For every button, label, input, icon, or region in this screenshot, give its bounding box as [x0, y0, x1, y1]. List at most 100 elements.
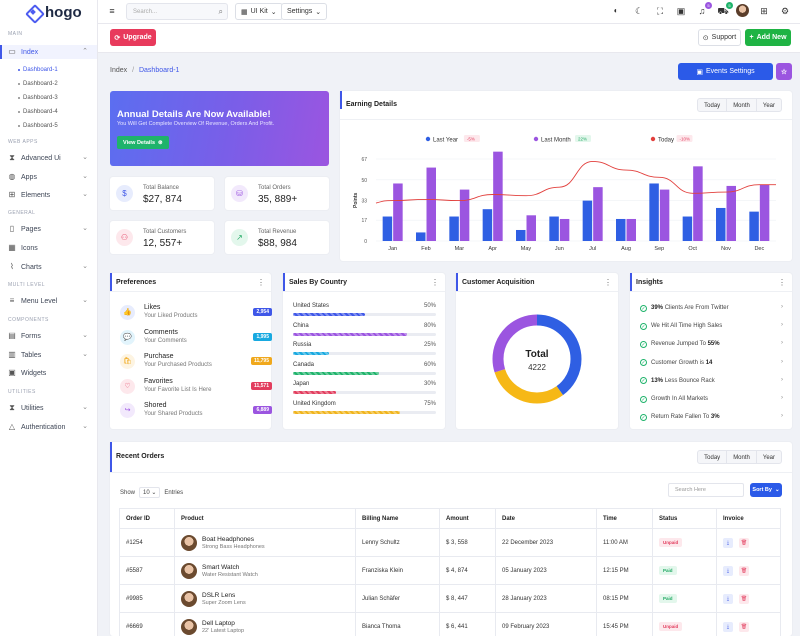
- trash-icon[interactable]: 🗑: [739, 593, 749, 604]
- hamburger-icon[interactable]: ≡: [109, 6, 115, 16]
- insight-item[interactable]: ✓ Customer Growth is 14 ›: [640, 356, 783, 370]
- fullscreen-icon[interactable]: ⛶: [656, 6, 664, 16]
- country-row: United Kingdom 75%: [293, 401, 436, 425]
- sidebar-sub-dashboard-3[interactable]: Dashboard-3: [18, 95, 58, 101]
- sidebar-item-tables[interactable]: ▥ Tables ⌄: [0, 348, 97, 362]
- events-settings-button[interactable]: ▣ Events Settings: [678, 63, 773, 80]
- more-icon[interactable]: ⋮: [604, 278, 612, 287]
- range-today[interactable]: Today: [698, 451, 728, 463]
- sidebar-item-pages[interactable]: ▯ Pages ⌄: [0, 222, 97, 236]
- star-button[interactable]: ☆: [776, 63, 792, 80]
- product-text: Boat Headphones Strong Bass Headphones: [202, 536, 265, 550]
- country-name: Japan: [293, 381, 310, 387]
- sidebar-item-icons[interactable]: ▦ Icons: [0, 241, 97, 255]
- logo[interactable]: hogo: [0, 0, 97, 24]
- table-row[interactable]: #1254 Boat Headphones Strong Bass Headphon…: [119, 528, 781, 557]
- status-badge: Unpaid: [659, 538, 683, 547]
- sidebar-item-charts[interactable]: ⌇ Charts ⌄: [0, 260, 97, 274]
- sidebar-sub-dashboard-4[interactable]: Dashboard-4: [18, 109, 58, 115]
- avatar[interactable]: [736, 4, 749, 17]
- preference-item[interactable]: 💬 Comments Your Comments 1,995: [120, 328, 272, 350]
- bar-last-month: [726, 185, 736, 241]
- insight-item[interactable]: ✓ Growth In All Markets ›: [640, 392, 783, 406]
- range-today[interactable]: Today: [698, 99, 728, 111]
- sidebar-item-index[interactable]: ▭ Index ⌃: [0, 45, 97, 59]
- product-subtitle: Super Zoom Lens: [202, 599, 246, 606]
- flag-icon[interactable]: ◐: [613, 6, 619, 15]
- sidebar-item-apps[interactable]: ◍ Apps ⌄: [0, 170, 97, 184]
- sidebar-sub-dashboard-5[interactable]: Dashboard-5: [18, 123, 58, 129]
- check-circle-icon: ✓: [640, 359, 647, 367]
- cart-icon[interactable]: ⛟ 5: [717, 2, 733, 17]
- uikit-label: UI Kit: [250, 8, 268, 15]
- range-year[interactable]: Year: [762, 455, 775, 461]
- y-tick-label: 33: [361, 199, 367, 205]
- insight-item[interactable]: ✓ 39% Clients Are From Twitter ›: [640, 301, 783, 315]
- preference-title: Purchase: [144, 353, 174, 360]
- insight-text: Customer Growth is 14: [651, 360, 712, 366]
- sidebar-sub-dashboard-2[interactable]: Dashboard-2: [18, 81, 58, 87]
- stat-total-customers: ⚇ Total Customers 12, 557+: [110, 221, 214, 254]
- preference-item[interactable]: ♡ Favorites Your Favorite List Is Here 11,5…: [120, 377, 272, 399]
- more-icon[interactable]: ⋮: [257, 278, 265, 287]
- trash-icon[interactable]: 🗑: [739, 621, 749, 632]
- entries-label: Entries: [164, 489, 184, 496]
- bar-last-month: [459, 189, 470, 241]
- view-details-button[interactable]: View Details ⊛: [117, 136, 169, 149]
- download-icon[interactable]: ⤓: [723, 537, 733, 548]
- download-icon[interactable]: ⤓: [723, 565, 733, 576]
- sidebar-item-authentication[interactable]: △ Authentication ⌄: [0, 420, 97, 434]
- range-year[interactable]: Year: [762, 103, 775, 109]
- insight-item[interactable]: ✓ 13% Less Bounce Rack ›: [640, 374, 783, 388]
- download-icon[interactable]: ⤓: [723, 593, 733, 604]
- range-month[interactable]: Month: [727, 99, 757, 111]
- insight-item[interactable]: ✓ Return Rate Fallen To 3% ›: [640, 410, 783, 424]
- sidebar-sub-dashboard-1[interactable]: Dashboard-1: [18, 67, 58, 73]
- table-row[interactable]: #6669 Dell Laptop 22' Latest Laptop Bianca …: [119, 612, 781, 636]
- gear-icon[interactable]: ⚙: [780, 6, 790, 16]
- preference-item[interactable]: ↪ Shored Your Shared Products 6,889: [120, 401, 272, 423]
- search-input[interactable]: Search... ⌕: [126, 3, 228, 20]
- settings-dropdown[interactable]: Settings ⌄: [281, 3, 328, 20]
- add-new-button[interactable]: + Add New: [745, 29, 791, 46]
- line-today: [375, 160, 776, 204]
- entries-select[interactable]: 10 ⌄: [139, 487, 161, 498]
- sidebar-item-advanced-ui[interactable]: ⧗ Advanced Ui ⌄: [0, 151, 97, 165]
- bar-last-month: [659, 189, 670, 241]
- sidebar-item-utilities[interactable]: ⧗ Utilities ⌄: [0, 401, 97, 415]
- trash-icon[interactable]: 🗑: [739, 565, 749, 576]
- more-icon[interactable]: ⋮: [431, 278, 439, 287]
- donut-segment: [492, 314, 582, 404]
- preference-subtitle: Your Liked Products: [144, 313, 198, 319]
- preference-item[interactable]: 👍 Likes Your Liked Products 2,954: [120, 303, 272, 325]
- more-icon[interactable]: ⋮: [778, 278, 786, 287]
- hourglass-icon: ⧗: [9, 403, 15, 412]
- sidebar-item-widgets[interactable]: ▣ Widgets: [0, 366, 97, 380]
- table-row[interactable]: #5587 Smart Watch Water Resistant Watch Fra…: [119, 556, 781, 585]
- invoice-cell: ⤓ 🗑: [716, 612, 781, 636]
- apps-grid-icon[interactable]: ⊞: [760, 6, 768, 16]
- moon-icon[interactable]: ☾: [634, 6, 644, 16]
- sort-by-button[interactable]: Sort By ⌄: [750, 483, 782, 497]
- calendar-icon[interactable]: ▣: [676, 6, 686, 16]
- breadcrumb-root[interactable]: Index: [110, 67, 128, 74]
- insight-item[interactable]: ✓ We Hit All Time High Sales ›: [640, 319, 783, 333]
- orders-search-input[interactable]: Search Here: [668, 483, 744, 497]
- sidebar-item-forms[interactable]: ▤ Forms ⌄: [0, 329, 97, 343]
- insight-item[interactable]: ✓ Revenue Jumped To 55% ›: [640, 337, 783, 351]
- order-id: #1254: [119, 528, 175, 557]
- bell-icon[interactable]: ♫ 5: [696, 2, 712, 17]
- range-month[interactable]: Month: [727, 451, 757, 463]
- upgrade-button[interactable]: ⟳ Upgrade: [110, 29, 156, 46]
- sidebar-item-elements[interactable]: ⊞ Elements ⌄: [0, 188, 97, 202]
- trash-icon[interactable]: 🗑: [739, 537, 749, 548]
- download-icon[interactable]: ⤓: [723, 621, 733, 632]
- uikit-dropdown[interactable]: ▦ UI Kit ⌄: [235, 3, 283, 20]
- preference-item[interactable]: 🛍 Purchase Your Purchased Products 11,795: [120, 352, 272, 374]
- table-row[interactable]: #9985 DSLR Lens Super Zoom Lens Julian Schä…: [119, 584, 781, 613]
- sidebar-item-menu-level[interactable]: ≡ Menu Level ⌄: [0, 294, 97, 308]
- chevron-down-icon: ⌄: [315, 8, 322, 16]
- billing-name: Julian Schäfer: [355, 584, 440, 613]
- preference-title: Favorites: [144, 377, 173, 385]
- support-button[interactable]: ⊙ Support: [698, 29, 741, 46]
